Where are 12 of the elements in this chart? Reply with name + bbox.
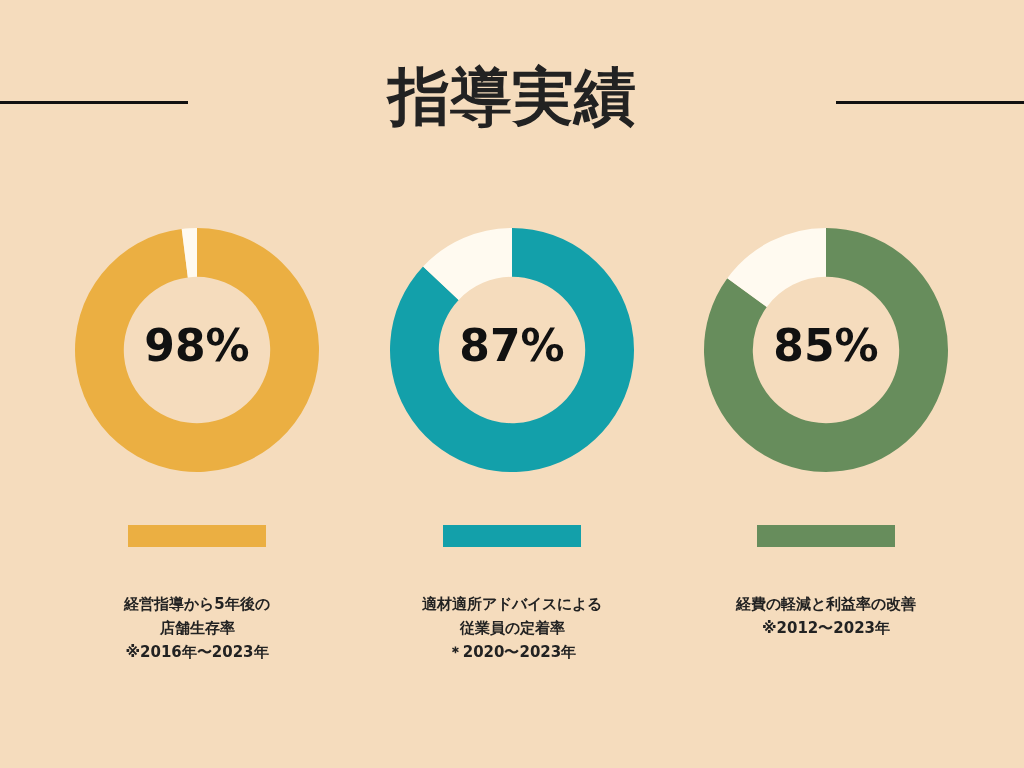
data-label: 98%: [144, 320, 250, 372]
text: 経費の軽減と利益率の改善: [734, 594, 917, 615]
text: 適材適所アドバイスによる: [421, 594, 603, 615]
data-label: 85%: [773, 320, 879, 372]
text: 従業員の定着率: [458, 618, 566, 639]
chart-title: 指導実績: [385, 59, 637, 135]
text: ※2016年〜2023年: [124, 642, 270, 663]
text: ＊2020〜2023年: [446, 642, 578, 663]
text: 店舗生存率: [158, 618, 236, 639]
data-label: 87%: [459, 320, 565, 372]
text: ※2012〜2023年: [760, 618, 892, 639]
text: 経営指導から5年後の: [122, 594, 271, 615]
